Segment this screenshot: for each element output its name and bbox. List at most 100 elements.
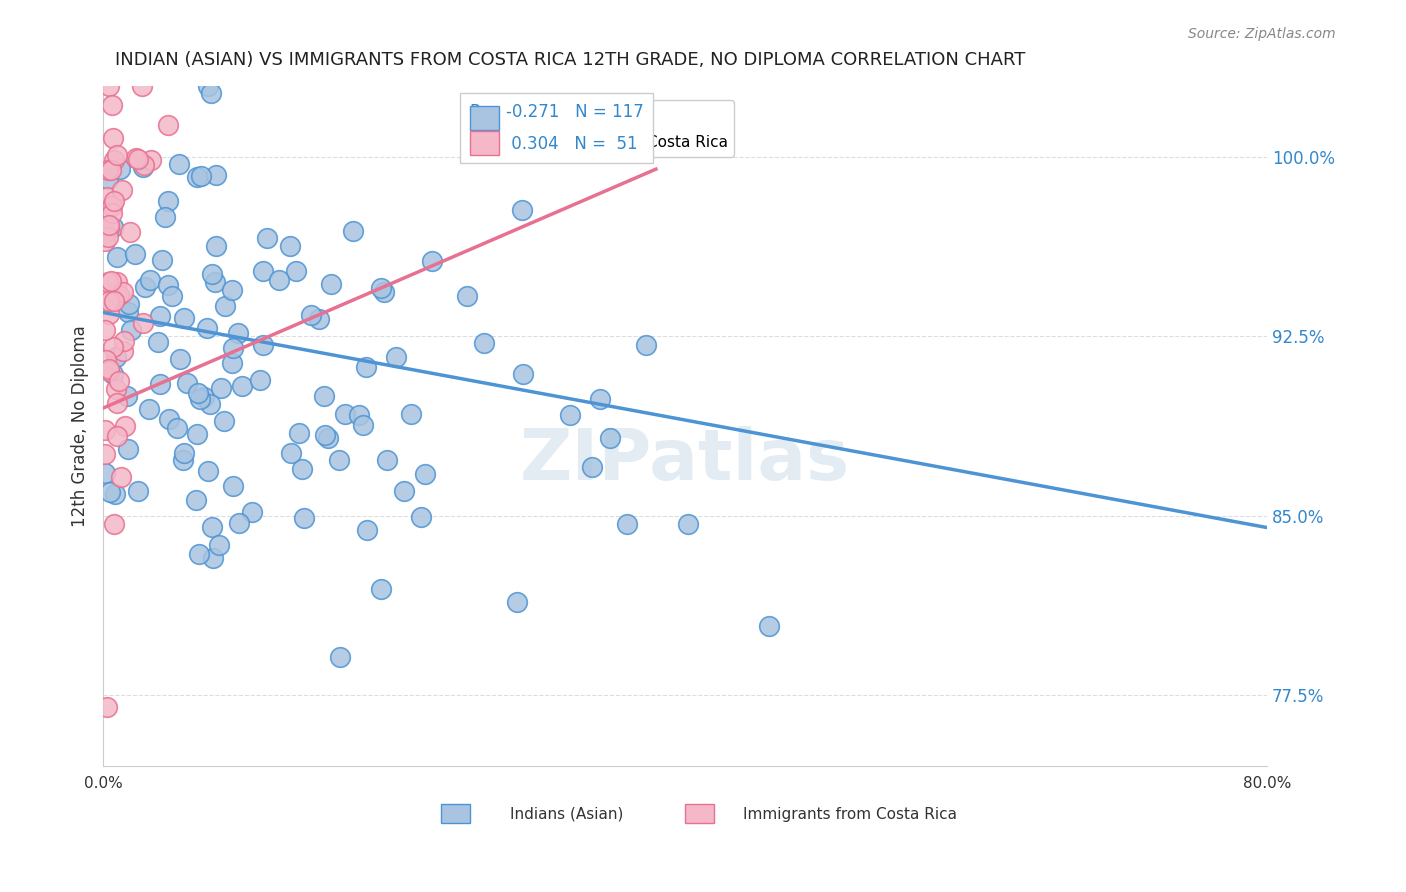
Point bbox=[252, 338, 274, 352]
Point bbox=[131, 78, 153, 93]
Point bbox=[209, 381, 232, 395]
Point bbox=[93, 467, 115, 481]
Point bbox=[156, 277, 179, 292]
Point bbox=[240, 505, 263, 519]
Point bbox=[193, 390, 215, 404]
Point bbox=[636, 338, 658, 352]
Y-axis label: 12th Grade, No Diploma: 12th Grade, No Diploma bbox=[72, 325, 89, 527]
FancyBboxPatch shape bbox=[470, 106, 499, 129]
Point bbox=[335, 407, 357, 421]
Point bbox=[104, 382, 127, 396]
Point bbox=[97, 230, 120, 244]
Point bbox=[139, 273, 162, 287]
Text: Indians (Asian): Indians (Asian) bbox=[510, 806, 624, 822]
Point bbox=[173, 446, 195, 460]
Point bbox=[204, 275, 226, 289]
Point bbox=[456, 289, 478, 303]
Point bbox=[278, 239, 301, 253]
Point bbox=[103, 153, 125, 167]
Point bbox=[98, 307, 121, 321]
Point bbox=[200, 86, 222, 100]
Point bbox=[354, 359, 377, 374]
Point bbox=[103, 194, 125, 209]
Point bbox=[97, 221, 120, 235]
Point bbox=[105, 250, 128, 264]
Point bbox=[197, 78, 219, 93]
Point bbox=[222, 341, 245, 355]
Point bbox=[101, 199, 124, 213]
Point bbox=[186, 170, 208, 185]
Point bbox=[105, 428, 128, 442]
Point bbox=[103, 340, 125, 354]
Point bbox=[104, 350, 127, 364]
Point bbox=[155, 210, 177, 224]
Point bbox=[188, 392, 211, 407]
Point bbox=[280, 446, 302, 460]
Point bbox=[581, 459, 603, 474]
Point bbox=[167, 157, 190, 171]
Point bbox=[512, 368, 534, 382]
Point bbox=[115, 389, 138, 403]
Point bbox=[190, 169, 212, 183]
Point bbox=[758, 618, 780, 632]
FancyBboxPatch shape bbox=[440, 804, 470, 823]
Point bbox=[599, 431, 621, 445]
Point bbox=[399, 407, 422, 421]
Point bbox=[101, 206, 124, 220]
Point bbox=[186, 427, 208, 442]
Point bbox=[299, 308, 322, 322]
Point bbox=[148, 376, 170, 391]
FancyBboxPatch shape bbox=[685, 804, 714, 823]
Point bbox=[510, 202, 533, 217]
Point bbox=[134, 280, 156, 294]
Point bbox=[103, 516, 125, 531]
Point bbox=[98, 289, 121, 303]
Point bbox=[97, 78, 120, 93]
Point bbox=[292, 511, 315, 525]
Text: ZIPatlas: ZIPatlas bbox=[520, 425, 851, 494]
Point bbox=[112, 334, 135, 349]
Point bbox=[212, 414, 235, 428]
Point bbox=[347, 408, 370, 422]
Point bbox=[316, 432, 339, 446]
Point bbox=[131, 316, 153, 330]
Point bbox=[370, 582, 392, 596]
Point bbox=[221, 283, 243, 297]
Point bbox=[208, 537, 231, 551]
Point bbox=[97, 293, 120, 308]
Point bbox=[94, 352, 117, 367]
Text: Source: ZipAtlas.com: Source: ZipAtlas.com bbox=[1188, 27, 1336, 41]
Point bbox=[93, 234, 115, 248]
Point bbox=[314, 427, 336, 442]
Point bbox=[228, 516, 250, 530]
Point bbox=[96, 275, 118, 289]
Point bbox=[676, 516, 699, 531]
Point bbox=[588, 392, 610, 406]
Point bbox=[127, 483, 149, 498]
Point bbox=[214, 299, 236, 313]
Point bbox=[120, 323, 142, 337]
Point bbox=[124, 247, 146, 261]
Text: INDIAN (ASIAN) VS IMMIGRANTS FROM COSTA RICA 12TH GRADE, NO DIPLOMA CORRELATION : INDIAN (ASIAN) VS IMMIGRANTS FROM COSTA … bbox=[115, 51, 1025, 69]
Point bbox=[231, 379, 253, 393]
Point bbox=[176, 376, 198, 391]
Point bbox=[169, 352, 191, 367]
Point bbox=[413, 467, 436, 482]
Point bbox=[308, 312, 330, 326]
Point bbox=[96, 699, 118, 714]
Point bbox=[184, 493, 207, 508]
Point bbox=[377, 452, 399, 467]
Point bbox=[93, 423, 115, 437]
Point bbox=[505, 595, 527, 609]
Point bbox=[202, 550, 225, 565]
Point bbox=[352, 418, 374, 433]
Point bbox=[98, 362, 121, 376]
Point bbox=[111, 343, 134, 358]
Point bbox=[105, 148, 128, 162]
Point bbox=[97, 163, 120, 178]
Point bbox=[110, 470, 132, 484]
Point bbox=[252, 264, 274, 278]
Point bbox=[117, 442, 139, 456]
Point bbox=[100, 163, 122, 178]
Point bbox=[166, 420, 188, 434]
